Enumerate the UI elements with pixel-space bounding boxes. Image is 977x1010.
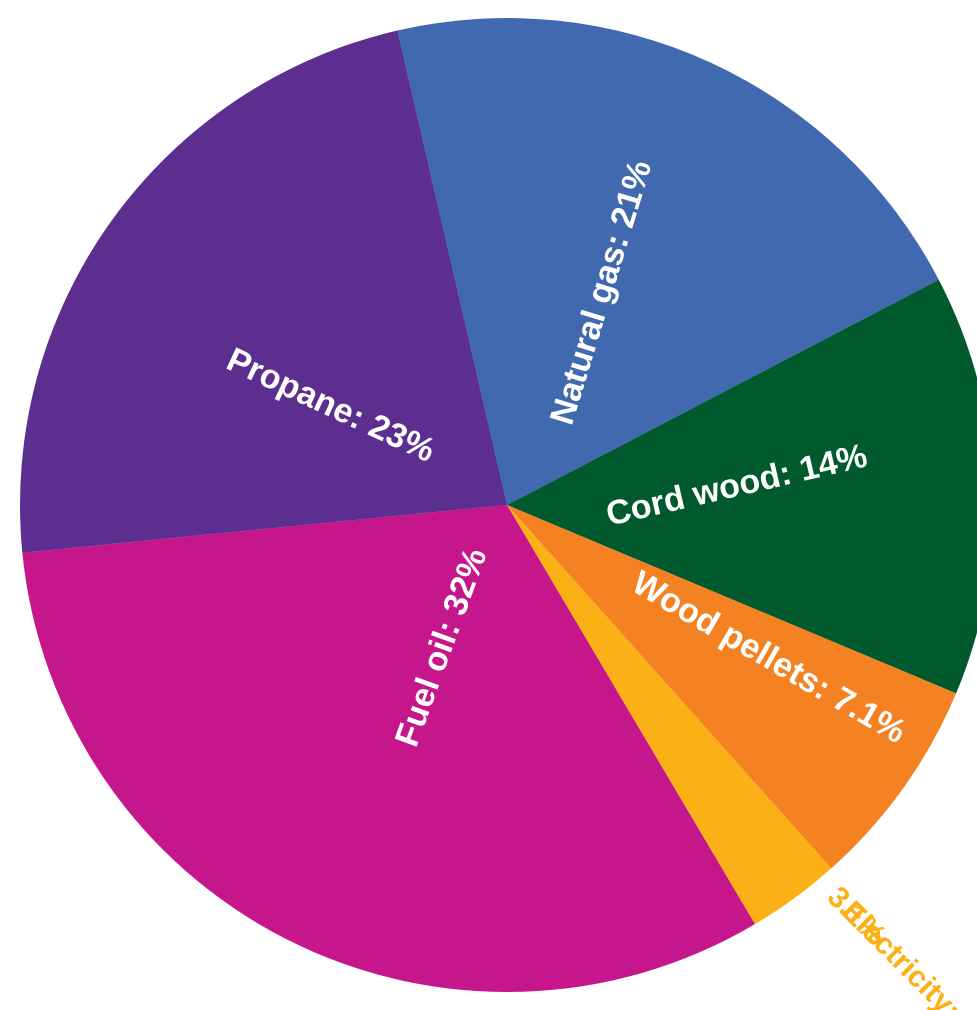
pie-slice-cord-wood [507, 279, 977, 694]
pie-slice-natural-gas [397, 18, 939, 506]
pie-slice-fuel-oil [22, 505, 755, 992]
pie-slice-wood-pellets [507, 505, 957, 869]
pie-slices [20, 18, 977, 992]
pie-slice-propane [20, 30, 508, 553]
pie-slice-electricity [507, 505, 832, 925]
slice-label-electricity: Electricity: 3.1% [821, 880, 967, 1010]
